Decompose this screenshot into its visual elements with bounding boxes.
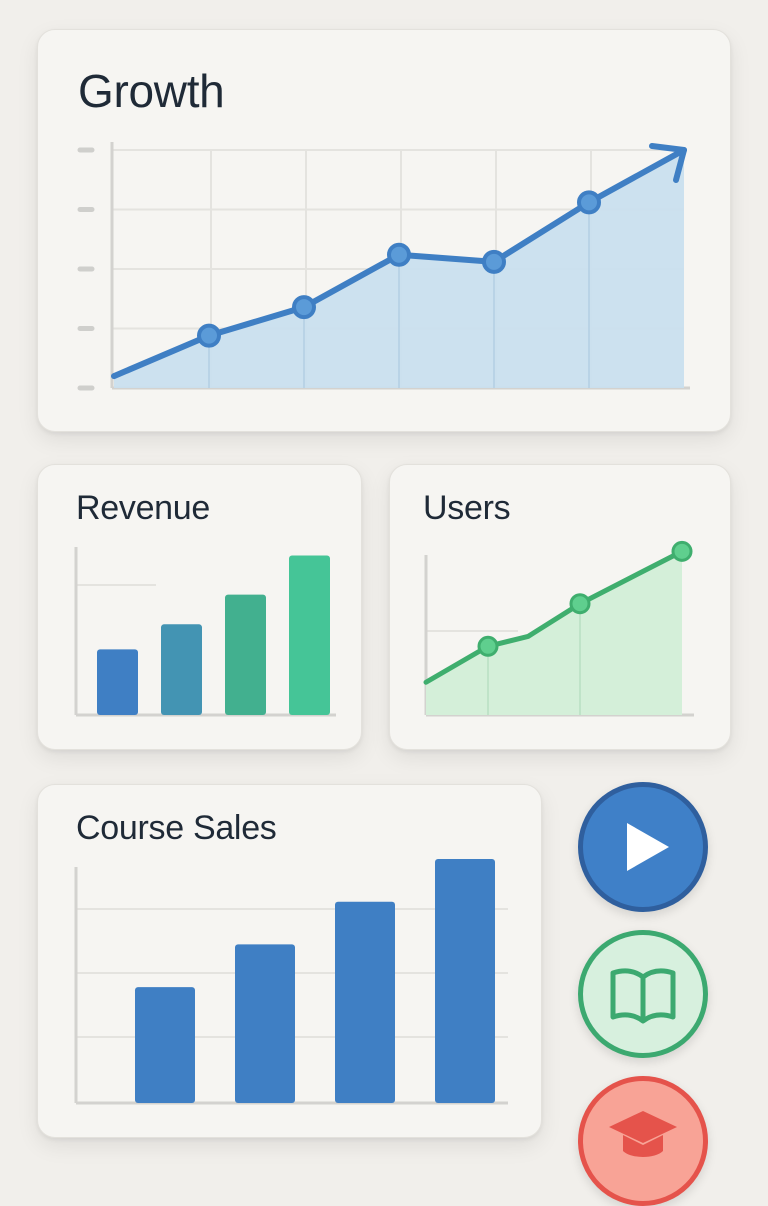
data-point — [197, 323, 221, 348]
users-title: Users — [423, 489, 511, 527]
data-point — [387, 242, 411, 267]
course-sales-bar — [135, 987, 195, 1103]
revenue-bar — [225, 594, 266, 715]
data-point — [577, 190, 601, 215]
growth-title: Growth — [78, 65, 225, 117]
users-card: Users — [389, 464, 731, 750]
data-point — [482, 249, 506, 274]
trend-arrowhead — [649, 143, 687, 183]
course-sales-bar — [335, 901, 395, 1103]
growth-chart — [77, 142, 690, 391]
course-sales-title: Course Sales — [76, 809, 277, 847]
users-area — [426, 551, 682, 715]
course-sales-bar — [235, 944, 295, 1103]
course-sales-card: Course Sales — [37, 784, 542, 1138]
data-point — [292, 295, 316, 320]
book-button[interactable] — [578, 930, 708, 1058]
book-icon — [610, 968, 676, 1024]
graduation-button[interactable] — [578, 1076, 708, 1206]
revenue-bar — [289, 555, 330, 715]
growth-card: Growth — [37, 29, 731, 432]
data-point — [477, 635, 499, 657]
revenue-bar — [97, 649, 138, 715]
users-line — [423, 548, 685, 685]
revenue-chart — [74, 547, 336, 717]
users-chart — [423, 540, 694, 717]
revenue-title: Revenue — [76, 489, 210, 527]
revenue-card: Revenue — [37, 464, 362, 750]
data-point — [569, 593, 591, 615]
graduation-cap-icon — [609, 1111, 677, 1157]
play-button[interactable] — [578, 782, 708, 912]
course-sales-bar — [435, 859, 495, 1103]
course-sales-chart — [74, 859, 508, 1105]
data-point — [671, 540, 693, 562]
play-icon — [627, 823, 669, 871]
revenue-bar — [161, 624, 202, 715]
